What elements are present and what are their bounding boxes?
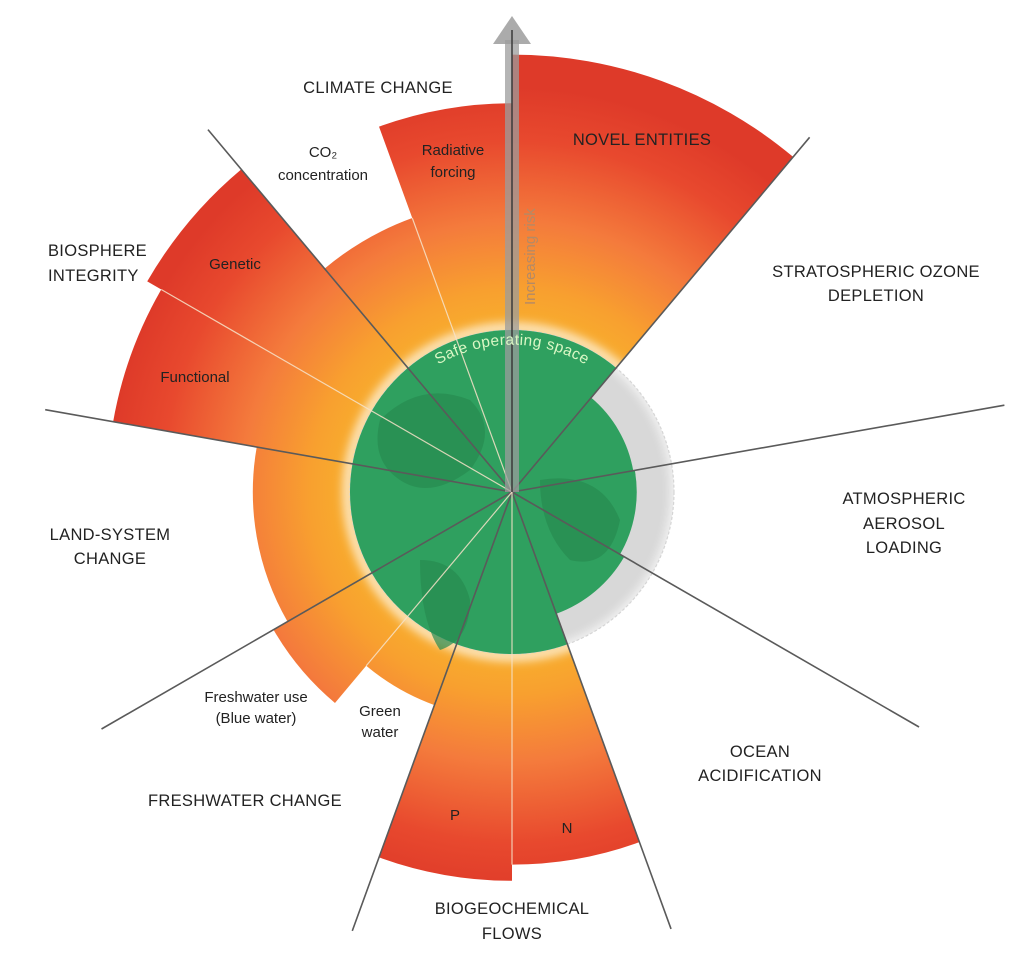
divider-line	[511, 136, 811, 493]
label-biogeochemical: BIOGEOCHEMICAL FLOWS	[435, 900, 590, 943]
divider-line	[207, 129, 513, 493]
divider-line	[351, 491, 513, 932]
divider-line	[511, 404, 1005, 493]
label-climate-change: CLIMATE CHANGE	[303, 79, 453, 97]
sub-labels: P N Green water Freshwater use (Blue water…	[160, 142, 572, 837]
divider-lines	[45, 129, 1005, 932]
label-p: P	[450, 807, 460, 824]
divider-line	[45, 408, 513, 493]
label-novel-entities: NOVEL ENTITIES	[573, 131, 711, 149]
boundary-labels: NOVEL ENTITIES STRATOSPHERIC OZONE DEPLET…	[48, 79, 980, 943]
safe-wedge-phosphorus	[512, 492, 568, 654]
sub-divider-line	[411, 217, 513, 493]
safe-wedge-blue-water	[371, 492, 512, 617]
safe-wedge-radiative-forcing	[456, 330, 512, 492]
divider-line	[101, 491, 513, 730]
label-green-water: Green water	[359, 703, 401, 741]
divider-line	[511, 491, 672, 930]
increasing-risk-arrow	[493, 16, 531, 492]
label-aerosol: ATMOSPHERIC AEROSOL LOADING	[842, 490, 965, 557]
label-biosphere: BIOSPHERE INTEGRITY	[48, 242, 147, 285]
label-genetic: Genetic	[209, 256, 261, 273]
label-freshwater: FRESHWATER CHANGE	[148, 792, 342, 810]
sub-divider-line	[160, 288, 513, 493]
label-co2: CO₂ concentration	[278, 144, 368, 184]
safe-wedge-land-system	[350, 463, 512, 573]
label-land-system: LAND-SYSTEM CHANGE	[50, 526, 171, 568]
label-n: N	[562, 820, 573, 837]
label-ozone: STRATOSPHERIC OZONE DEPLETION	[772, 263, 980, 305]
label-functional: Functional	[160, 369, 229, 386]
earth-continents	[377, 393, 620, 650]
divider-line	[511, 491, 920, 728]
label-blue-water: Freshwater use (Blue water)	[204, 689, 307, 727]
safe-wedge-ozone	[512, 397, 634, 492]
increasing-risk-label: Increasing risk	[522, 208, 539, 305]
safe-wedge-novel-entities	[512, 330, 617, 492]
label-ocean: OCEAN ACIDIFICATION	[698, 743, 822, 785]
sub-divider-line	[365, 491, 513, 667]
safe-wedge-nitrogen	[456, 492, 512, 654]
label-radiative-forcing: Radiative forcing	[422, 142, 485, 181]
